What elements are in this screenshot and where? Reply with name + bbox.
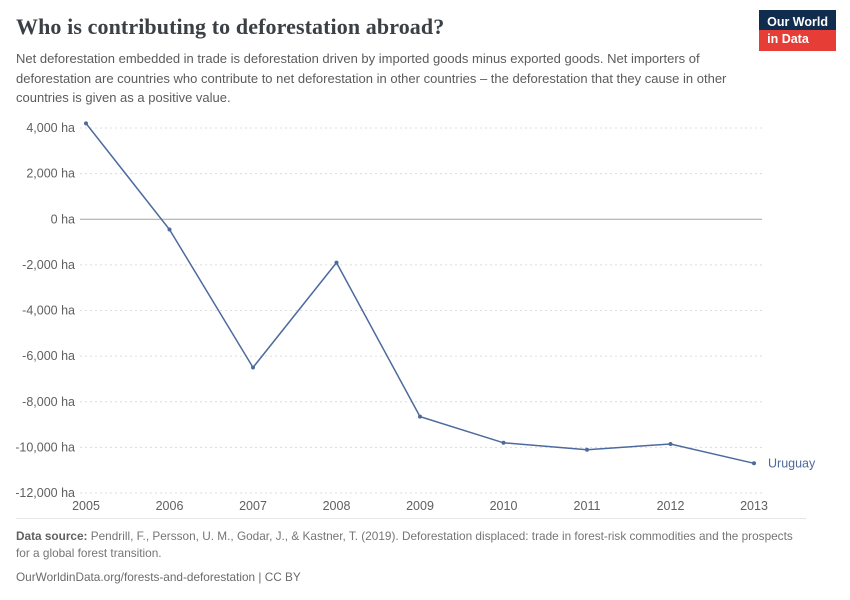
x-tick-label: 2013 xyxy=(740,499,768,513)
data-point[interactable] xyxy=(668,441,673,446)
data-point[interactable] xyxy=(585,447,589,452)
y-tick-label: 2,000 ha xyxy=(26,166,75,180)
logo-line1: Our World xyxy=(767,15,828,29)
data-point[interactable] xyxy=(752,460,756,465)
x-tick-label: 2012 xyxy=(657,499,685,513)
x-tick-label: 2006 xyxy=(156,499,184,513)
data-point[interactable] xyxy=(501,440,506,445)
y-tick-label: -4,000 ha xyxy=(22,303,75,317)
y-tick-label: 4,000 ha xyxy=(26,121,75,135)
y-tick-label: -6,000 ha xyxy=(22,349,75,363)
data-source-line: Data source: Pendrill, F., Persson, U. M… xyxy=(16,528,806,562)
y-tick-label: -8,000 ha xyxy=(22,394,75,408)
series-label-uruguay[interactable]: Uruguay xyxy=(768,456,816,470)
x-tick-label: 2010 xyxy=(490,499,518,513)
x-tick-label: 2005 xyxy=(72,499,100,513)
data-point[interactable] xyxy=(334,260,339,265)
x-tick-label: 2011 xyxy=(574,499,601,513)
x-tick-label: 2009 xyxy=(406,499,434,513)
y-tick-label: -2,000 ha xyxy=(22,257,75,271)
x-tick-label: 2008 xyxy=(323,499,351,513)
logo-line2: in Data xyxy=(759,30,836,51)
data-source-label: Data source: xyxy=(16,528,88,543)
y-tick-label: 0 ha xyxy=(51,212,75,226)
x-tick-label: 2007 xyxy=(239,499,267,513)
series-line-uruguay[interactable] xyxy=(85,122,755,464)
deforestation-line-chart: 4,000 ha 2,000 ha 0 ha -2,000 ha -4,000 ha -6… xyxy=(16,120,816,513)
chart-footer: Data source: Pendrill, F., Persson, U. M… xyxy=(16,517,806,586)
data-source-text: Pendrill, F., Persson, U. M., Godar, J.,… xyxy=(16,528,793,560)
data-point[interactable] xyxy=(167,227,172,231)
y-tick-label: -10,000 ha xyxy=(16,440,75,454)
y-tick-label: -12,000 ha xyxy=(16,486,75,500)
chart-subtitle: Net deforestation embedded in trade is d… xyxy=(16,51,727,105)
page-title: Who is contributing to deforestation abr… xyxy=(16,14,445,39)
owid-logo[interactable]: Our World in Data xyxy=(759,10,836,51)
data-point[interactable] xyxy=(84,120,88,125)
data-point[interactable] xyxy=(251,365,255,369)
data-point[interactable] xyxy=(418,414,422,419)
citation-link[interactable]: OurWorldinData.org/forests-and-deforesta… xyxy=(16,569,301,584)
